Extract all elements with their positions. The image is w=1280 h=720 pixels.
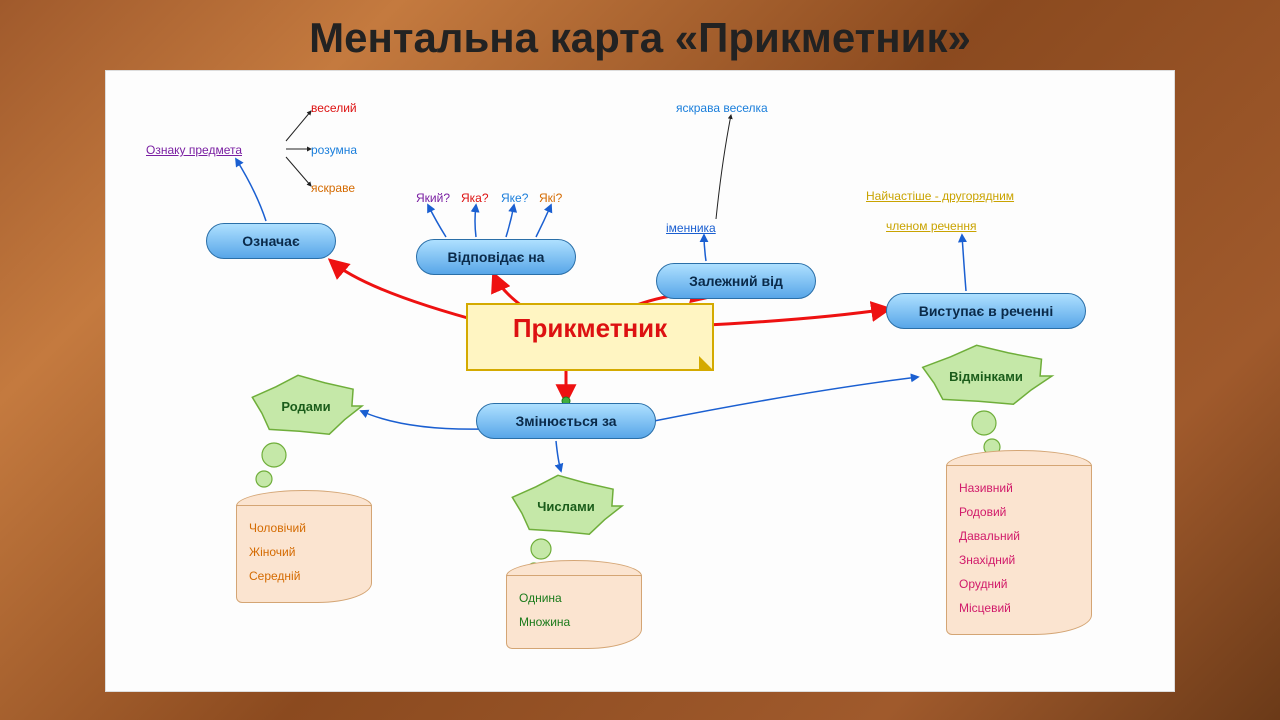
mindmap-canvas: Прикметник Означає Відповідає на Залежний в… xyxy=(105,70,1175,692)
annotation-label: членом речення xyxy=(886,219,976,233)
connector-arrow xyxy=(654,377,918,421)
node-zminyuetsya: Змінюється за xyxy=(476,403,656,439)
scroll-item: Чоловічий xyxy=(249,516,359,540)
annotation-label: Яке? xyxy=(501,191,528,205)
connector-arrow xyxy=(286,111,311,141)
scroll-genders: ЧоловічийЖіночийСередній xyxy=(236,501,372,603)
connector-arrow xyxy=(428,205,446,237)
connector-arrow xyxy=(716,115,731,219)
annotation-label: Яка? xyxy=(461,191,489,205)
scroll-item: Однина xyxy=(519,586,629,610)
connector-arrow xyxy=(286,157,311,186)
page-title: Ментальна карта «Прикметник» xyxy=(0,0,1280,70)
cloud-chyslamy: Числами xyxy=(506,471,626,541)
scroll-item: Множина xyxy=(519,610,629,634)
connector-arrow xyxy=(536,205,551,237)
annotation-label: Ознаку предмета xyxy=(146,143,242,157)
annotation-label: Найчастіше - другорядним xyxy=(866,189,1014,203)
cloud-vidminkamy: Відмінками xyxy=(916,341,1056,411)
scroll-item: Родовий xyxy=(959,500,1079,524)
annotation-label: яскрава веселка xyxy=(676,101,768,115)
annotation-label: іменника xyxy=(666,221,716,235)
scroll-item: Давальний xyxy=(959,524,1079,548)
node-vidpovidae: Відповідає на xyxy=(416,239,576,275)
connector-arrow xyxy=(556,441,561,471)
node-oznachae: Означає xyxy=(206,223,336,259)
cloud-tail-bubble xyxy=(262,443,286,467)
scroll-cases: НазивнийРодовийДавальнийЗнахіднийОрудний… xyxy=(946,461,1092,635)
scroll-item: Жіночий xyxy=(249,540,359,564)
scroll-item: Знахідний xyxy=(959,548,1079,572)
connector-arrow xyxy=(704,235,706,261)
annotation-label: яскраве xyxy=(311,181,355,195)
connector-arrow xyxy=(361,411,486,429)
connector-arrow xyxy=(475,205,476,237)
central-node: Прикметник xyxy=(466,303,714,371)
scroll-numbers: ОднинаМножина xyxy=(506,571,642,649)
annotation-label: Які? xyxy=(539,191,562,205)
scroll-item: Середній xyxy=(249,564,359,588)
scroll-item: Місцевий xyxy=(959,596,1079,620)
connector-arrow xyxy=(236,159,266,221)
scroll-item: Називний xyxy=(959,476,1079,500)
scroll-item: Орудний xyxy=(959,572,1079,596)
cloud-rodamy: Родами xyxy=(246,371,366,441)
node-zalezhnyi: Залежний від xyxy=(656,263,816,299)
node-vystupae: Виступає в реченні xyxy=(886,293,1086,329)
annotation-label: розумна xyxy=(311,143,357,157)
annotation-label: Який? xyxy=(416,191,450,205)
cloud-tail-bubble xyxy=(256,471,272,487)
connector-arrow xyxy=(506,205,514,237)
cloud-tail-bubble xyxy=(972,411,996,435)
connector-arrow xyxy=(962,235,966,291)
annotation-label: веселий xyxy=(311,101,357,115)
cloud-tail-bubble xyxy=(531,539,551,559)
